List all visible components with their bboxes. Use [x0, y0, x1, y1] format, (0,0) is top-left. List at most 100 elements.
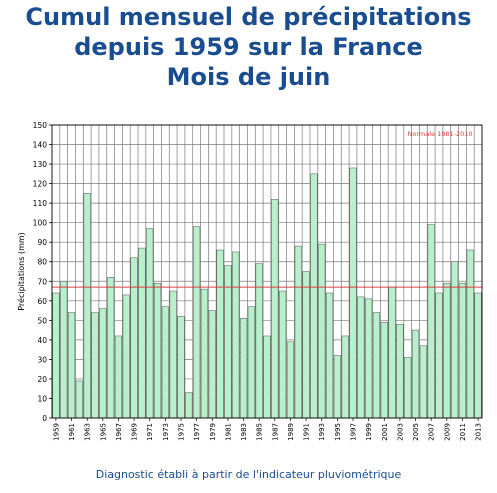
- x-tick-label: 2001: [381, 423, 389, 441]
- bar-1982: [232, 251, 240, 419]
- bar-1959: [52, 292, 60, 419]
- bar-1993: [318, 243, 326, 419]
- precipitation-bar-chart: Normale 1981-2010 0 10 20 30 40 50 60 70 80 90 100…: [16, 121, 483, 441]
- y-tick-label: 30: [37, 355, 47, 364]
- x-tick-label: 2009: [443, 423, 451, 441]
- y-tick-label: 130: [33, 160, 48, 169]
- bar-1978: [200, 288, 209, 419]
- x-tick-label: 1965: [99, 423, 107, 441]
- bar-2011: [458, 282, 467, 419]
- bar-1963: [83, 193, 91, 419]
- bar-1967: [114, 335, 123, 419]
- bar-1991: [302, 271, 310, 419]
- normal-label: Normale 1981-2010: [407, 130, 472, 138]
- bar-1974: [169, 290, 177, 419]
- bar-2004: [404, 357, 412, 419]
- x-tick-label: 1993: [318, 423, 326, 441]
- x-tick-label: 1967: [115, 423, 123, 441]
- bar-2008: [435, 292, 443, 419]
- x-tick-label: 1971: [146, 423, 154, 441]
- y-tick-label: 140: [33, 141, 48, 150]
- x-tick-label: 1975: [178, 423, 186, 441]
- chart-title: Cumul mensuel de précipitations depuis 1…: [0, 2, 497, 92]
- bar-1973: [161, 306, 169, 419]
- bars: [52, 167, 482, 419]
- x-tick-label: 2003: [396, 423, 404, 441]
- bar-2003: [396, 323, 404, 419]
- x-tick-label: 1989: [287, 423, 295, 441]
- x-tick-label: 2007: [428, 423, 436, 441]
- bar-1961: [67, 312, 76, 419]
- bar-1981: [224, 265, 232, 419]
- x-tick-label: 1983: [240, 423, 248, 441]
- y-axis-label: Précipitations (mm): [16, 232, 26, 311]
- bar-1989: [286, 341, 295, 419]
- x-tick-label: 1977: [193, 423, 201, 441]
- bar-1980: [216, 249, 224, 419]
- bar-1977: [193, 226, 201, 419]
- bar-2012: [466, 249, 474, 419]
- bar-1995: [333, 355, 341, 419]
- bar-1990: [294, 245, 302, 419]
- y-tick-label: 50: [37, 316, 47, 325]
- y-tick-label: 110: [33, 199, 48, 208]
- x-tick-label: 2005: [412, 423, 420, 441]
- y-tick-label: 20: [37, 375, 47, 384]
- bar-2013: [474, 292, 482, 419]
- bar-1971: [146, 228, 154, 419]
- bar-1969: [130, 257, 138, 419]
- bar-1986: [263, 335, 271, 419]
- bar-1996: [341, 335, 349, 419]
- y-tick-label: 100: [33, 219, 48, 228]
- bar-1998: [357, 296, 365, 419]
- x-tick-label: 1973: [162, 423, 170, 441]
- x-tick-label: 1991: [303, 423, 311, 441]
- x-tick-label: 1985: [256, 423, 264, 441]
- bar-1966: [107, 277, 115, 419]
- x-tick-label: 1963: [84, 423, 92, 441]
- y-tick-label: 70: [37, 277, 47, 286]
- x-tick-label: 1969: [131, 423, 139, 441]
- bar-1992: [310, 173, 318, 419]
- bar-1972: [153, 282, 162, 419]
- bar-1970: [138, 247, 146, 419]
- bar-1979: [208, 310, 216, 419]
- bar-2006: [419, 345, 427, 419]
- x-axis: 1959 1961 1963 1965 1967 1969 1971 1973 1975 1977…: [52, 418, 483, 441]
- y-tick-label: 150: [33, 121, 48, 130]
- x-tick-label: 1979: [209, 423, 217, 441]
- title-line-1: Cumul mensuel de précipitations: [25, 3, 472, 31]
- x-tick-label: 1995: [334, 423, 342, 441]
- y-tick-label: 0: [42, 414, 47, 423]
- bar-2002: [388, 286, 396, 419]
- y-tick-label: 80: [37, 258, 47, 267]
- bar-1960: [60, 281, 68, 419]
- bar-1962: [75, 380, 83, 419]
- title-line-3: Mois de juin: [166, 63, 331, 91]
- bar-2009: [443, 282, 451, 419]
- y-tick-label: 40: [37, 336, 47, 345]
- bar-1983: [239, 318, 248, 419]
- bar-1976: [185, 392, 193, 419]
- bar-1994: [325, 292, 334, 419]
- y-tick-label: 10: [37, 394, 47, 403]
- bar-1965: [99, 308, 107, 419]
- title-line-2: depuis 1959 sur la France: [74, 33, 423, 61]
- bar-2000: [372, 312, 381, 419]
- x-tick-label: 1997: [350, 423, 358, 441]
- x-tick-label: 1961: [68, 423, 76, 441]
- bar-1987: [271, 198, 279, 419]
- bar-1988: [279, 290, 287, 419]
- y-tick-label: 120: [33, 180, 48, 189]
- bar-1975: [177, 316, 185, 419]
- bar-2005: [411, 329, 420, 419]
- plot-frame: [51, 124, 483, 419]
- caption: Diagnostic établi à partir de l'indicate…: [95, 468, 402, 481]
- bar-2001: [380, 322, 388, 419]
- bar-1964: [91, 312, 99, 419]
- x-tick-label: 2013: [475, 423, 483, 441]
- y-axis: 0 10 20 30 40 50 60 70 80 90 100 110 120 130 140 150: [33, 121, 52, 423]
- bar-2010: [451, 261, 459, 419]
- y-tick-label: 90: [37, 238, 47, 247]
- bar-1999: [365, 298, 373, 419]
